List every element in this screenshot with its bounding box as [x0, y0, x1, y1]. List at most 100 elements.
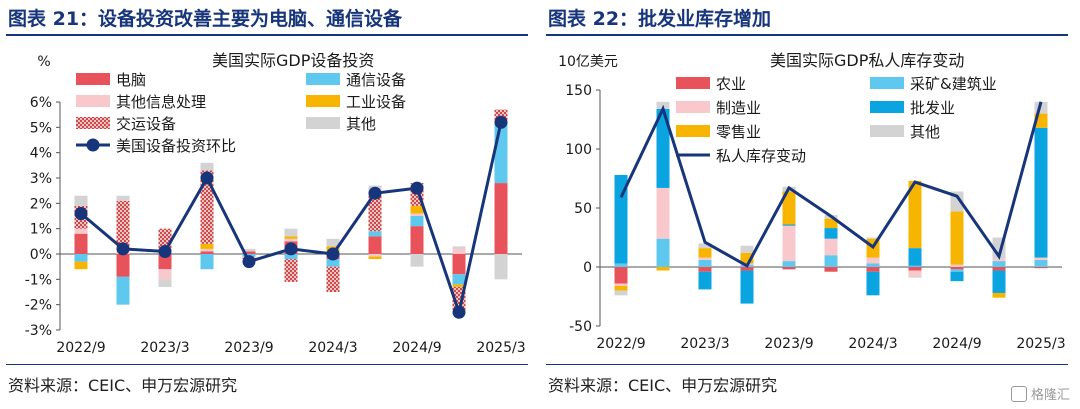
- bar-segment: [368, 236, 382, 254]
- legend-swatch: [676, 77, 710, 89]
- bar-segment: [284, 228, 298, 237]
- bar-segment: [908, 248, 922, 266]
- bar-segment: [74, 261, 88, 270]
- bar-segment: [200, 243, 214, 249]
- y-tick-label: 100: [565, 142, 592, 158]
- bar-segment: [74, 233, 88, 254]
- bar-segment: [614, 290, 628, 296]
- bar-segment: [158, 254, 172, 270]
- bar-segment: [824, 255, 838, 267]
- x-tick-label: 2024/3: [308, 340, 357, 356]
- private-inventory-chart: 美国实际GDP私人库存变动 10亿美元 -50 0 50 100 150 2022/9 2023…: [558, 51, 1066, 352]
- bar-segment: [656, 238, 670, 267]
- bar-segment: [200, 162, 214, 171]
- bar-segment: [614, 174, 628, 264]
- x-tick-label: 2023/9: [224, 340, 273, 356]
- bar-segment: [698, 248, 712, 258]
- bar-segment: [950, 211, 964, 265]
- x-tick-label: 2024/9: [392, 340, 441, 356]
- x-tick-label: 2023/3: [140, 340, 189, 356]
- bar-segment: [242, 248, 256, 252]
- bar-segment: [698, 267, 712, 272]
- legend-label: 其他: [346, 115, 376, 133]
- bar-segment: [824, 228, 838, 239]
- bar-segment: [284, 236, 298, 239]
- bar-segment: [74, 195, 88, 206]
- bar-segment: [908, 265, 922, 267]
- title-rule: [546, 34, 1068, 36]
- bar-segment: [200, 254, 214, 270]
- y-axis-unit-label: %: [37, 54, 50, 70]
- legend-swatch: [306, 95, 340, 107]
- bar-segment: [74, 228, 88, 234]
- bar-segment: [494, 183, 508, 254]
- bar-segment: [656, 108, 670, 188]
- bar-segment: [824, 267, 838, 272]
- bar-segment: [284, 259, 298, 282]
- bar-segment: [284, 254, 298, 260]
- source-note: 资料来源：CEIC、申万宏源研究: [548, 376, 778, 395]
- bar-segment: [740, 252, 754, 264]
- bar-segment: [284, 238, 298, 242]
- legend-label: 美国设备投资环比: [116, 137, 236, 155]
- legend-swatch: [870, 77, 904, 89]
- chart-title: 美国实际GDP私人库存变动: [770, 51, 964, 70]
- bar-segment: [614, 285, 628, 291]
- y-tick-label: 0: [583, 260, 592, 276]
- bar-segment: [368, 190, 382, 232]
- line-point: [452, 305, 466, 319]
- bar-segment: [866, 271, 880, 296]
- bar-segment: [1034, 127, 1048, 258]
- bar-segment: [740, 267, 754, 271]
- x-tick-label: 2024/9: [932, 336, 981, 352]
- bar-segment: [782, 225, 796, 262]
- bar-segment: [1034, 259, 1048, 267]
- figure-title: 图表 22：批发业库存增加: [548, 8, 772, 30]
- line-point: [242, 255, 256, 269]
- bar-segment: [116, 276, 130, 305]
- bar-segment: [1034, 257, 1048, 260]
- line-point: [200, 171, 214, 185]
- legend-label: 交运设备: [116, 115, 176, 133]
- watermark-text: 格隆汇: [1030, 388, 1070, 403]
- line-point: [410, 181, 424, 195]
- bar-segment: [368, 256, 382, 260]
- legend-swatch: [306, 117, 340, 129]
- legend-swatch: [76, 95, 110, 107]
- bar-segment: [494, 109, 508, 120]
- bar-segment: [908, 270, 922, 277]
- y-tick-label: 0%: [30, 247, 52, 263]
- legend-swatch: [676, 101, 710, 113]
- bar-segment: [158, 279, 172, 287]
- legend-swatch: [870, 125, 904, 137]
- bar-segment: [242, 251, 256, 254]
- legend-marker: [86, 138, 100, 152]
- bar-segment: [326, 259, 340, 267]
- bar-segment: [782, 224, 796, 226]
- bar-segment: [866, 267, 880, 272]
- legend-label: 批发业: [910, 99, 955, 117]
- bar-segment: [992, 258, 1006, 262]
- source-rule: [546, 364, 1068, 365]
- bar-segment: [656, 101, 670, 109]
- bar-segment: [866, 237, 880, 239]
- bar-segment: [782, 267, 796, 270]
- bar-segment: [200, 170, 214, 244]
- bar-segment: [452, 254, 466, 275]
- y-tick-label: -50: [569, 319, 592, 335]
- legend-swatch: [676, 125, 710, 137]
- bar-segment: [200, 248, 214, 252]
- legend-swatch: [870, 101, 904, 113]
- bar-segment: [452, 284, 466, 287]
- bar-segment: [158, 269, 172, 280]
- bar-segment: [494, 254, 508, 280]
- title-rule: [6, 34, 528, 36]
- y-axis-unit-label: 10亿美元: [558, 54, 618, 70]
- bar-segment: [782, 261, 796, 267]
- bar-segment: [452, 274, 466, 285]
- legend-label: 采矿&建筑业: [910, 75, 997, 93]
- bar-segment: [410, 213, 424, 216]
- watermark: 格隆汇: [1010, 384, 1070, 403]
- y-tick-label: 3%: [30, 171, 52, 187]
- bar-segment: [950, 269, 964, 272]
